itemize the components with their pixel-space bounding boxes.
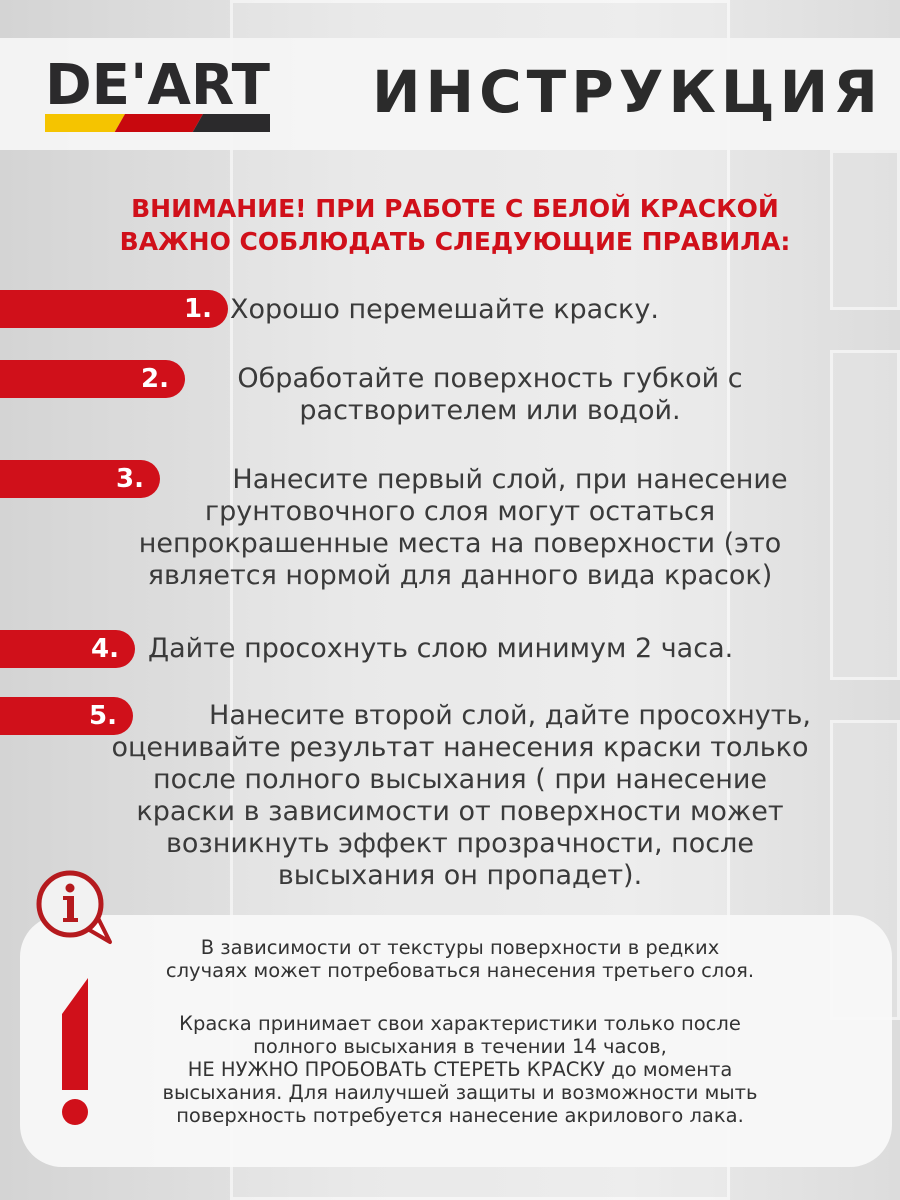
note-paragraph-2: Краска принимает свои характеристики тол… [110, 1012, 810, 1127]
note-line: полного высыхания в течении 14 часов, [253, 1035, 667, 1058]
step-2-marker: 2. [0, 360, 185, 398]
step-line: непрокрашенные места на поверхности (это [138, 528, 782, 559]
step-line: Обработайте поверхность губкой с [237, 363, 743, 394]
step-line: оценивайте результат нанесения краски то… [111, 732, 809, 763]
step-4-text: Дайте просохнуть слою минимум 2 часа. [148, 633, 828, 665]
exclamation-icon [62, 978, 88, 1125]
note-line: случаях может потребоваться нанесения тр… [165, 959, 755, 982]
note-line: высыхания. Для наилучшей защиты и возмож… [162, 1081, 758, 1104]
step-line: является нормой для данного вида красок) [147, 560, 773, 591]
svg-text:DE'ART: DE'ART [45, 53, 270, 118]
note-line: НЕ НУЖНО ПРОБОВАТЬ СТЕРЕТЬ КРАСКУ до мом… [187, 1058, 733, 1081]
warning-line: ВАЖНО СОБЛЮДАТЬ СЛЕДУЮЩИЕ ПРАВИЛА: [119, 227, 791, 256]
note-line: В зависимости от текстуры поверхности в … [200, 936, 720, 959]
step-3-marker: 3. [0, 460, 160, 498]
step-line: высыхания он пропадет). [277, 860, 643, 891]
step-line: после полного высыхания ( при нанесение [152, 764, 768, 795]
step-line: Нанесите первый слой, при нанесение [232, 464, 788, 495]
step-1-marker: 1. [0, 290, 228, 328]
warning-line: ВНИМАНИЕ! ПРИ РАБОТЕ С БЕЛОЙ КРАСКОЙ [131, 194, 779, 223]
step-1-text: Хорошо перемешайте краску. [230, 294, 720, 326]
step-line: грунтовочного слоя могут остаться [204, 496, 716, 527]
step-line: краски в зависимости от поверхности може… [136, 796, 784, 827]
step-5-text: Нанесите второй слой, дайте просохнуть, о… [50, 700, 870, 892]
page-title: ИНСТРУКЦИЯ [372, 58, 883, 126]
info-icon [36, 870, 112, 944]
note-box [20, 915, 892, 1167]
step-line: Хорошо перемешайте краску. [230, 294, 659, 325]
step-3-text: Нанесите первый слой, при нанесение грунт… [60, 464, 860, 592]
background-door-panel [830, 350, 900, 680]
step-line: возникнуть эффект прозрачности, после [165, 828, 754, 859]
step-2-text: Обработайте поверхность губкой с раствори… [180, 363, 800, 427]
step-line: растворителем или водой. [299, 395, 681, 426]
step-line: Нанесите второй слой, дайте просохнуть, [209, 700, 811, 731]
warning-heading: ВНИМАНИЕ! ПРИ РАБОТЕ С БЕЛОЙ КРАСКОЙ ВАЖ… [0, 192, 900, 258]
deart-logo: DE'ART [45, 53, 270, 132]
note-line: поверхность потребуется нанесение акрило… [176, 1104, 744, 1127]
background-door-panel [830, 150, 900, 310]
step-4-marker: 4. [0, 630, 135, 668]
note-line: Краска принимает свои характеристики тол… [179, 1012, 741, 1035]
step-line: Дайте просохнуть слою минимум 2 часа. [148, 633, 734, 664]
note-paragraph-1: В зависимости от текстуры поверхности в … [110, 936, 810, 982]
step-5-marker: 5. [0, 697, 133, 735]
